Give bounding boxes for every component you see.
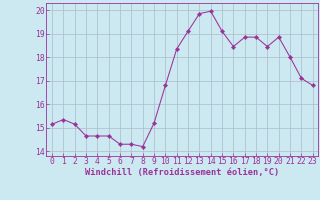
X-axis label: Windchill (Refroidissement éolien,°C): Windchill (Refroidissement éolien,°C) (85, 168, 280, 177)
